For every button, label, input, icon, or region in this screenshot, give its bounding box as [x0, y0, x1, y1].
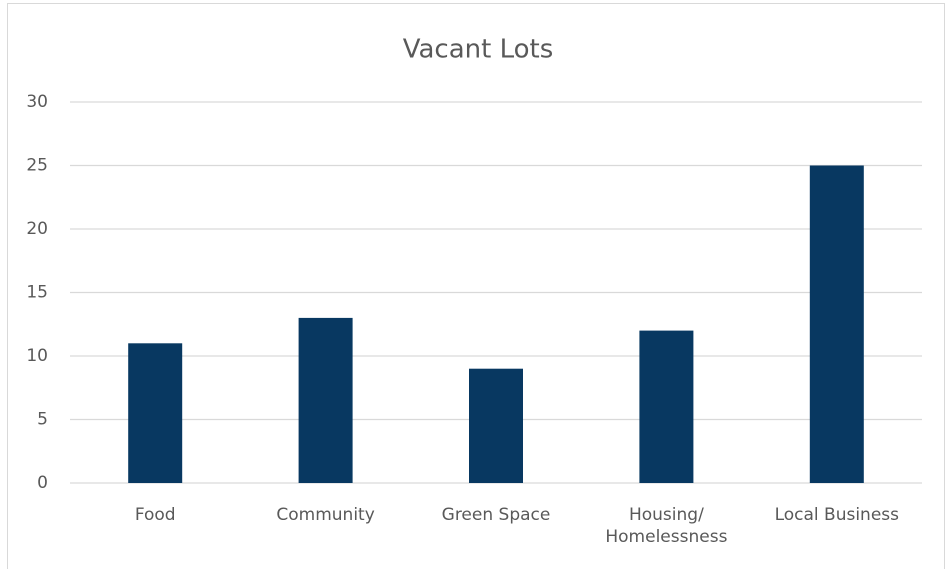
- bar: [639, 330, 694, 483]
- bar: [809, 165, 864, 483]
- x-tick-label: Housing/Homelessness: [605, 505, 727, 547]
- chart-title: Vacant Lots: [403, 35, 554, 65]
- bar: [128, 343, 183, 483]
- y-tick-label: 10: [26, 346, 48, 366]
- x-tick-label: Local Business: [775, 505, 900, 525]
- x-tick-label: Green Space: [442, 505, 551, 525]
- y-tick-label: 25: [26, 156, 48, 176]
- y-tick-label: 0: [37, 473, 48, 493]
- x-tick-label: Community: [276, 505, 374, 525]
- y-tick-label: 30: [26, 92, 48, 112]
- x-tick-label: Food: [135, 505, 176, 525]
- y-tick-label: 15: [26, 283, 48, 303]
- y-tick-label: 5: [37, 410, 48, 430]
- y-tick-label: 20: [26, 219, 48, 239]
- bar: [469, 368, 523, 483]
- chart-border: [7, 3, 945, 569]
- bar: [298, 317, 353, 483]
